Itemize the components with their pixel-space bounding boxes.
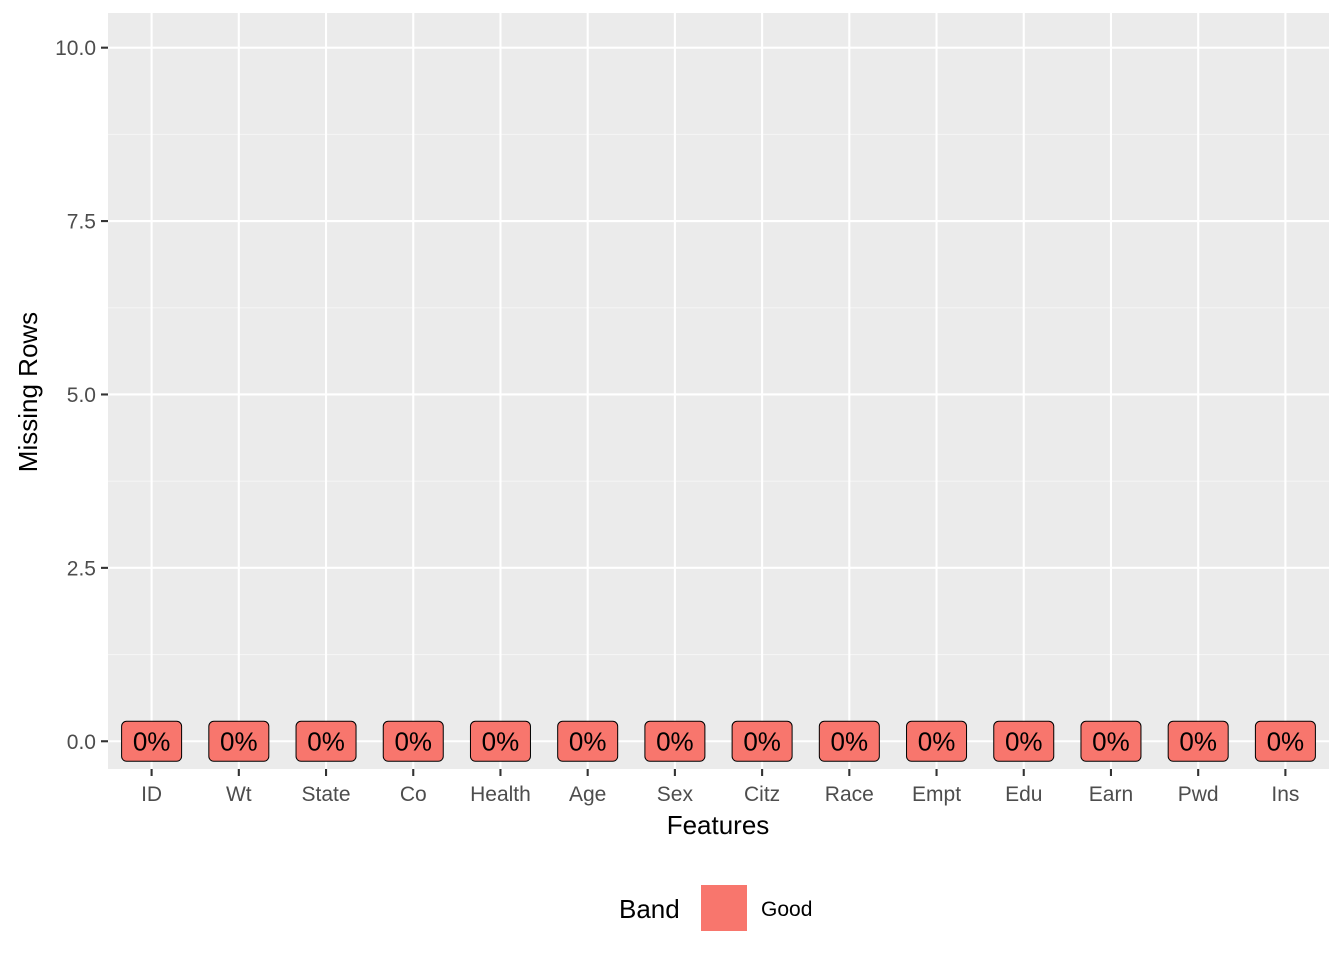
bar-label-box [644,720,706,762]
y-axis-title: Missing Rows [13,312,43,472]
bar-label-box [469,720,531,762]
bar-label: 0% [482,726,520,756]
bar-label: 0% [656,726,694,756]
bar-label: 0% [831,726,869,756]
x-tick-label: Ins [1271,783,1299,806]
bar-label-box [1080,720,1142,762]
bar-label: 0% [1267,726,1305,756]
bar-label-box [993,720,1055,762]
x-axis: ID Wt State Co Health Age Sex Citz Race Empt Edu Ea… [141,769,1299,806]
bar-label: 0% [220,726,258,756]
bar-label-box [731,720,793,762]
bar-label-box [1254,720,1316,762]
bar-label: 0% [1179,726,1217,756]
x-tick-label: Race [825,783,874,806]
bar-labels: 0% 0% 0% 0% 0% 0% 0% 0% 0% 0% 0% 0% 0% 0% [121,720,1316,762]
legend: Band Good [619,885,812,931]
bar-label: 0% [307,726,345,756]
x-tick-label: Earn [1089,783,1133,806]
x-tick-label: Health [470,783,531,806]
y-tick-label: 2.5 [67,557,96,580]
bar-label-box [295,720,357,762]
bar-label-box [906,720,968,762]
y-tick-label: 0.0 [67,731,96,754]
x-tick-label: ID [141,783,162,806]
legend-title: Band [619,894,680,924]
x-tick-label: Wt [226,783,252,806]
y-tick-label: 7.5 [67,211,96,234]
bar-label-box [208,720,270,762]
x-axis-title: Features [667,810,770,840]
legend-label-good: Good [761,898,812,921]
x-tick-label: Co [400,783,427,806]
bar-label: 0% [1092,726,1130,756]
x-tick-label: Pwd [1178,783,1219,806]
major-grid [108,13,1329,769]
bar-label: 0% [743,726,781,756]
bar-label-box [557,720,619,762]
bar-label: 0% [569,726,607,756]
legend-key-good [701,885,747,931]
minor-grid [108,133,1329,656]
bar-label-box [1167,720,1229,762]
x-tick-label: Edu [1005,783,1042,806]
bar-label-box [818,720,880,762]
bar-label: 0% [1005,726,1043,756]
bar-label-box [121,720,183,762]
y-tick-label: 5.0 [67,384,96,407]
bar-label: 0% [918,726,956,756]
x-tick-label: Citz [744,783,780,806]
y-axis: 0.0 2.5 5.0 7.5 10.0 [55,37,108,754]
x-tick-label: Empt [912,783,961,806]
bar-label-box [382,720,444,762]
bar-label: 0% [394,726,432,756]
bar-label: 0% [133,726,171,756]
y-tick-label: 10.0 [55,37,96,60]
x-tick-label: Age [569,783,606,806]
x-tick-label: Sex [657,783,694,806]
x-tick-label: State [302,783,351,806]
plot-panel [108,13,1329,769]
